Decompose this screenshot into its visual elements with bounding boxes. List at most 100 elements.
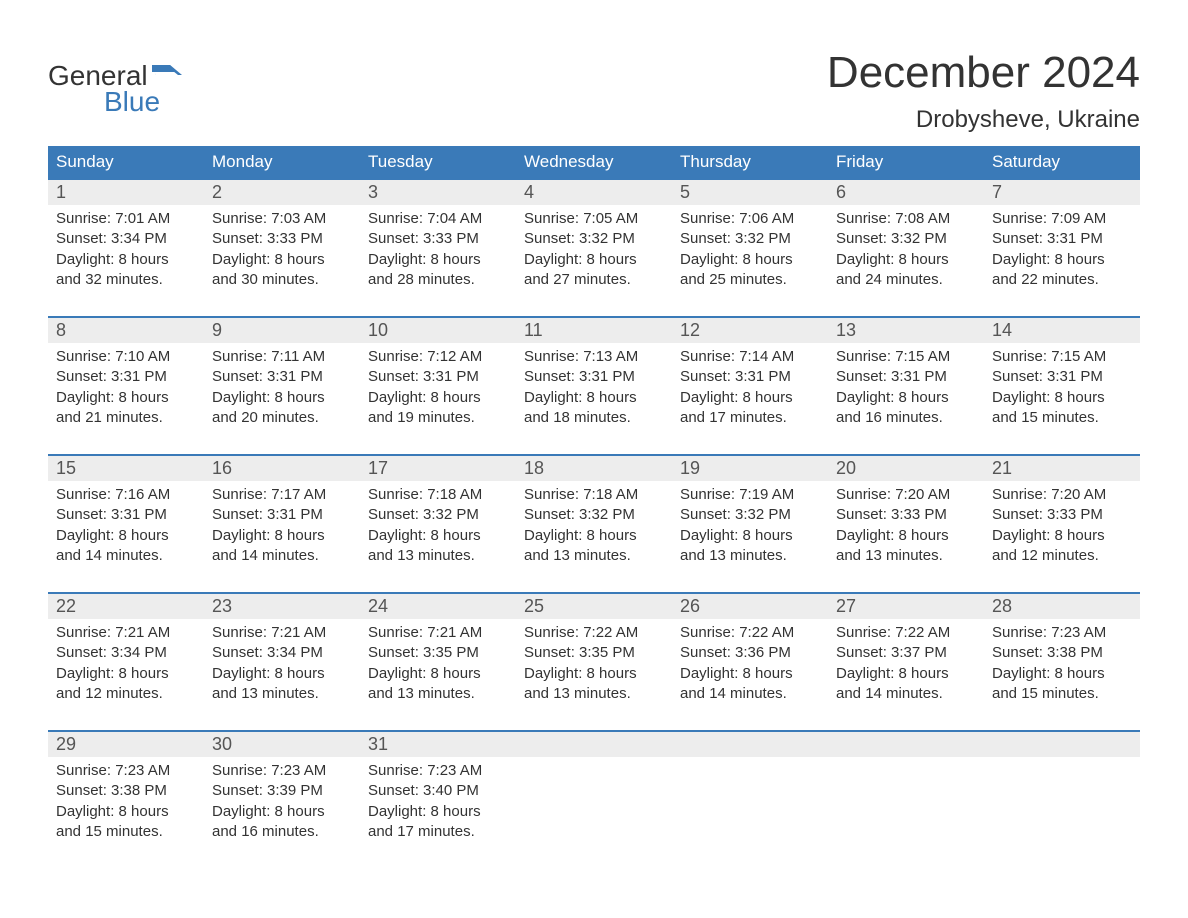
sunrise-line: Sunrise: 7:19 AM bbox=[680, 485, 820, 505]
weekday-header: Saturday bbox=[984, 146, 1140, 178]
sunset-label: Sunset: bbox=[368, 506, 419, 523]
sunrise-value: 7:23 AM bbox=[1051, 624, 1106, 641]
sunset-label: Sunset: bbox=[212, 506, 263, 523]
day-cell: Sunrise: 7:20 AMSunset: 3:33 PMDaylight:… bbox=[984, 481, 1140, 572]
day-number: 16 bbox=[204, 456, 360, 481]
sunrise-value: 7:23 AM bbox=[271, 762, 326, 779]
day-cell bbox=[516, 757, 672, 848]
sunrise-line: Sunrise: 7:21 AM bbox=[212, 623, 352, 643]
day-cell: Sunrise: 7:08 AMSunset: 3:32 PMDaylight:… bbox=[828, 205, 984, 296]
day-number: 1 bbox=[48, 180, 204, 205]
sunset-label: Sunset: bbox=[524, 644, 575, 661]
day-number: 26 bbox=[672, 594, 828, 619]
daylight-line: Daylight: 8 hours and 15 minutes. bbox=[992, 664, 1132, 705]
sunrise-line: Sunrise: 7:22 AM bbox=[680, 623, 820, 643]
sunrise-value: 7:17 AM bbox=[271, 486, 326, 503]
sunset-line: Sunset: 3:40 PM bbox=[368, 781, 508, 801]
day-cell bbox=[984, 757, 1140, 848]
sunset-value: 3:32 PM bbox=[423, 506, 479, 523]
page-title: December 2024 bbox=[827, 48, 1140, 98]
day-cell: Sunrise: 7:21 AMSunset: 3:34 PMDaylight:… bbox=[48, 619, 204, 710]
sunrise-value: 7:20 AM bbox=[895, 486, 950, 503]
sunset-label: Sunset: bbox=[368, 644, 419, 661]
sunset-line: Sunset: 3:34 PM bbox=[56, 643, 196, 663]
daylight-line: Daylight: 8 hours and 18 minutes. bbox=[524, 388, 664, 429]
day-number: 18 bbox=[516, 456, 672, 481]
sunrise-value: 7:14 AM bbox=[739, 348, 794, 365]
daylight-label: Daylight: bbox=[212, 251, 270, 268]
sunset-value: 3:33 PM bbox=[1047, 506, 1103, 523]
day-cell: Sunrise: 7:03 AMSunset: 3:33 PMDaylight:… bbox=[204, 205, 360, 296]
sunset-label: Sunset: bbox=[836, 506, 887, 523]
sunset-value: 3:32 PM bbox=[579, 506, 635, 523]
location-label: Drobysheve, Ukraine bbox=[827, 106, 1140, 134]
sunrise-line: Sunrise: 7:13 AM bbox=[524, 347, 664, 367]
day-number: 20 bbox=[828, 456, 984, 481]
sunset-label: Sunset: bbox=[212, 644, 263, 661]
sunset-label: Sunset: bbox=[680, 230, 731, 247]
daynum-row: 22232425262728 bbox=[48, 594, 1140, 619]
sunrise-label: Sunrise: bbox=[56, 210, 111, 227]
daylight-label: Daylight: bbox=[992, 527, 1050, 544]
sunrise-value: 7:18 AM bbox=[583, 486, 638, 503]
sunrise-label: Sunrise: bbox=[212, 624, 267, 641]
sunset-label: Sunset: bbox=[680, 506, 731, 523]
sunrise-line: Sunrise: 7:20 AM bbox=[992, 485, 1132, 505]
day-cell: Sunrise: 7:13 AMSunset: 3:31 PMDaylight:… bbox=[516, 343, 672, 434]
sunset-line: Sunset: 3:32 PM bbox=[836, 229, 976, 249]
sunset-line: Sunset: 3:34 PM bbox=[212, 643, 352, 663]
sunset-value: 3:35 PM bbox=[579, 644, 635, 661]
daylight-line: Daylight: 8 hours and 32 minutes. bbox=[56, 250, 196, 291]
sunset-line: Sunset: 3:31 PM bbox=[368, 367, 508, 387]
sunset-label: Sunset: bbox=[368, 230, 419, 247]
sunset-label: Sunset: bbox=[212, 368, 263, 385]
sunrise-value: 7:22 AM bbox=[583, 624, 638, 641]
sunrise-label: Sunrise: bbox=[992, 624, 1047, 641]
day-number: 25 bbox=[516, 594, 672, 619]
day-number: 3 bbox=[360, 180, 516, 205]
sunrise-line: Sunrise: 7:21 AM bbox=[368, 623, 508, 643]
sunset-value: 3:31 PM bbox=[735, 368, 791, 385]
sunrise-line: Sunrise: 7:10 AM bbox=[56, 347, 196, 367]
sunrise-value: 7:13 AM bbox=[583, 348, 638, 365]
calendar-grid: SundayMondayTuesdayWednesdayThursdayFrid… bbox=[48, 146, 1140, 848]
sunset-line: Sunset: 3:35 PM bbox=[368, 643, 508, 663]
day-cell: Sunrise: 7:05 AMSunset: 3:32 PMDaylight:… bbox=[516, 205, 672, 296]
sunrise-line: Sunrise: 7:05 AM bbox=[524, 209, 664, 229]
sunset-line: Sunset: 3:38 PM bbox=[992, 643, 1132, 663]
sunset-line: Sunset: 3:31 PM bbox=[56, 505, 196, 525]
sunrise-value: 7:09 AM bbox=[1051, 210, 1106, 227]
daylight-line: Daylight: 8 hours and 13 minutes. bbox=[836, 526, 976, 567]
week-block: 22232425262728Sunrise: 7:21 AMSunset: 3:… bbox=[48, 592, 1140, 710]
sunset-label: Sunset: bbox=[992, 644, 1043, 661]
sunset-value: 3:32 PM bbox=[891, 230, 947, 247]
sunrise-line: Sunrise: 7:23 AM bbox=[212, 761, 352, 781]
daylight-label: Daylight: bbox=[368, 251, 426, 268]
sunrise-label: Sunrise: bbox=[992, 348, 1047, 365]
sunrise-line: Sunrise: 7:18 AM bbox=[368, 485, 508, 505]
daylight-line: Daylight: 8 hours and 27 minutes. bbox=[524, 250, 664, 291]
sunset-line: Sunset: 3:35 PM bbox=[524, 643, 664, 663]
day-number: 14 bbox=[984, 318, 1140, 343]
day-number bbox=[516, 732, 672, 757]
weekday-header: Wednesday bbox=[516, 146, 672, 178]
day-cell: Sunrise: 7:01 AMSunset: 3:34 PMDaylight:… bbox=[48, 205, 204, 296]
daylight-label: Daylight: bbox=[992, 251, 1050, 268]
day-number: 27 bbox=[828, 594, 984, 619]
daylight-label: Daylight: bbox=[680, 665, 738, 682]
sunrise-value: 7:12 AM bbox=[427, 348, 482, 365]
day-number: 19 bbox=[672, 456, 828, 481]
daynum-row: 1234567 bbox=[48, 180, 1140, 205]
day-cell: Sunrise: 7:21 AMSunset: 3:35 PM Daylight:… bbox=[360, 619, 516, 710]
day-number: 29 bbox=[48, 732, 204, 757]
sunset-label: Sunset: bbox=[992, 230, 1043, 247]
daylight-label: Daylight: bbox=[56, 251, 114, 268]
sunrise-label: Sunrise: bbox=[524, 348, 579, 365]
week-block: 891011121314Sunrise: 7:10 AMSunset: 3:31… bbox=[48, 316, 1140, 434]
sunset-label: Sunset: bbox=[56, 782, 107, 799]
day-number: 17 bbox=[360, 456, 516, 481]
sunset-value: 3:36 PM bbox=[735, 644, 791, 661]
sunrise-line: Sunrise: 7:21 AM bbox=[56, 623, 196, 643]
daylight-label: Daylight: bbox=[368, 665, 426, 682]
sunrise-value: 7:20 AM bbox=[1051, 486, 1106, 503]
